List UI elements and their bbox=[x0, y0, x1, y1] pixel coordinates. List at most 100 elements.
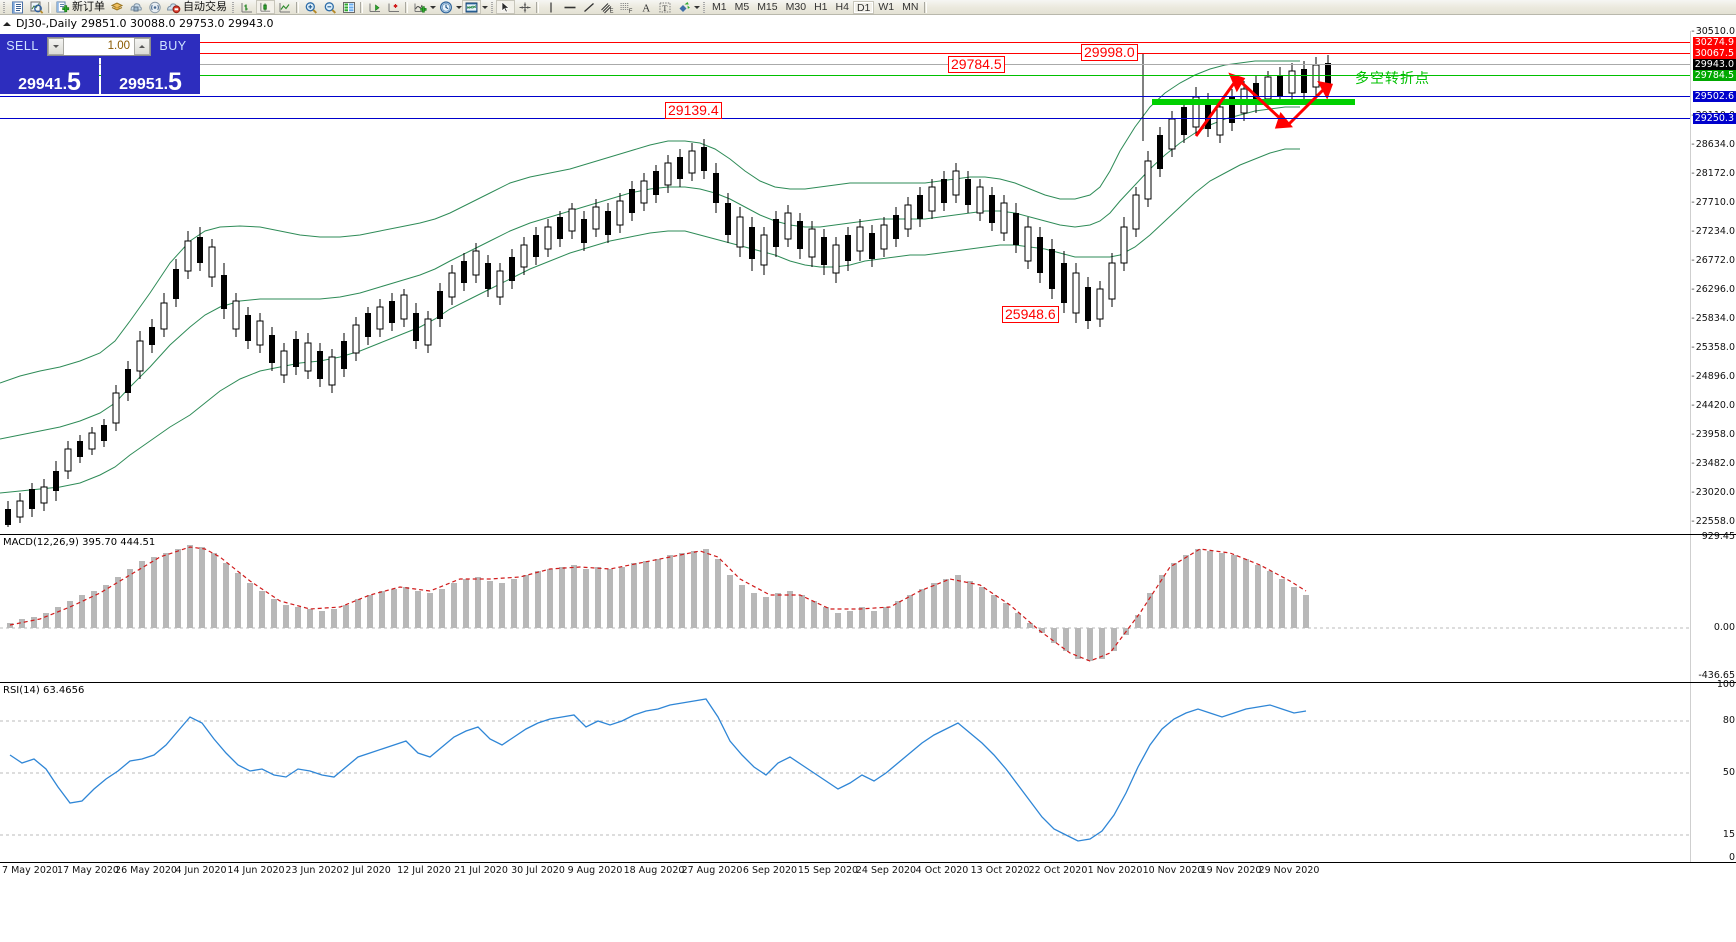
price-y-axis[interactable]: -30510.0 -29110.0 -28634.0 -28172.0 -277… bbox=[1690, 27, 1736, 534]
timeframe-m15[interactable]: M15 bbox=[757, 0, 778, 13]
macd-y-axis[interactable]: 929.45 0.00 -436.65 bbox=[1690, 532, 1736, 682]
toolbar-grip-2[interactable] bbox=[229, 1, 237, 14]
rsi-chart-svg bbox=[0, 698, 1690, 842]
macd-ytick-min: -436.65 bbox=[1698, 670, 1735, 681]
add-indicator-icon[interactable] bbox=[410, 0, 429, 14]
toolbar-grip-3[interactable] bbox=[488, 1, 496, 14]
timeframe-mn[interactable]: MN bbox=[902, 0, 919, 13]
arrows-dropdown-caret[interactable] bbox=[693, 1, 700, 14]
pending-orders-icon[interactable] bbox=[107, 0, 126, 14]
price-label-29139[interactable]: 29139.4 bbox=[665, 102, 722, 119]
line-chart-icon[interactable] bbox=[275, 0, 294, 14]
price-plot-area[interactable] bbox=[0, 31, 1690, 534]
date-tick: 30 Jul 2020 bbox=[511, 865, 565, 876]
vertical-line-icon[interactable] bbox=[541, 0, 560, 14]
price-label-29998[interactable]: 29998.0 bbox=[1081, 44, 1138, 61]
date-tick: 22 Oct 2020 bbox=[1028, 865, 1088, 876]
data-window-toggle-icon[interactable] bbox=[339, 0, 358, 14]
price-label-25948[interactable]: 25948.6 bbox=[1002, 306, 1059, 323]
date-tick: 21 Jul 2020 bbox=[454, 865, 508, 876]
price-label-29784[interactable]: 29784.5 bbox=[948, 56, 1005, 73]
buy-price-display[interactable]: 29951 . 5 bbox=[101, 58, 200, 95]
macd-pane[interactable]: MACD(12,26,9) 395.70 444.51 bbox=[0, 532, 1736, 682]
hline-30274 bbox=[0, 42, 1690, 43]
templates-dropdown-caret[interactable] bbox=[481, 1, 488, 14]
ytick-25834: -25834.0 bbox=[1691, 313, 1735, 324]
toolbar-separator-3 bbox=[358, 1, 365, 14]
arrows-shapes-icon[interactable] bbox=[674, 0, 693, 14]
equidistant-channel-icon[interactable]: E bbox=[598, 0, 617, 14]
trade-panel-top-row: SELL 1.00 BUY bbox=[0, 34, 200, 58]
signals-icon[interactable] bbox=[145, 0, 164, 14]
chart-container[interactable]: -30510.0 -29110.0 -28634.0 -28172.0 -277… bbox=[0, 27, 1736, 942]
crosshair-icon[interactable] bbox=[515, 0, 534, 14]
timeframe-h4[interactable]: H4 bbox=[835, 0, 849, 13]
auto-trading-label: 自动交易 bbox=[183, 0, 227, 13]
bar-chart-icon[interactable] bbox=[237, 0, 256, 14]
volume-decrement-button[interactable] bbox=[48, 37, 64, 55]
new-order-button[interactable]: 新订单 bbox=[53, 0, 107, 14]
candlestick-series bbox=[5, 55, 1331, 527]
trade-panel-price-row: 29941 . 5 29951 . 5 bbox=[0, 58, 200, 96]
text-box-icon[interactable]: T bbox=[655, 0, 674, 14]
timeframe-d1[interactable]: D1 bbox=[852, 0, 875, 14]
rsi-ytick-100: 100 bbox=[1716, 679, 1735, 690]
zoom-in-icon[interactable] bbox=[301, 0, 320, 14]
date-tick: 2 Jul 2020 bbox=[343, 865, 391, 876]
sell-price-fraction: 5 bbox=[67, 68, 81, 96]
chart-shift-icon[interactable] bbox=[384, 0, 403, 14]
templates-icon[interactable] bbox=[462, 0, 481, 14]
buy-button[interactable]: BUY bbox=[159, 39, 187, 53]
zoom-out-icon[interactable] bbox=[320, 0, 339, 14]
macd-plot-area[interactable] bbox=[0, 535, 1690, 682]
indicator-dropdown-caret[interactable] bbox=[429, 1, 436, 14]
date-tick: 24 Sep 2020 bbox=[855, 865, 917, 876]
rsi-plot-area[interactable] bbox=[0, 683, 1690, 862]
volume-input-group[interactable]: 1.00 bbox=[47, 36, 151, 56]
price-pane[interactable]: -30510.0 -29110.0 -28634.0 -28172.0 -277… bbox=[0, 27, 1736, 534]
auto-scroll-icon[interactable] bbox=[365, 0, 384, 14]
timeframe-h1[interactable]: H1 bbox=[814, 0, 828, 13]
chart-header: DJ30-,Daily 29851.0 30088.0 29753.0 2994… bbox=[0, 17, 1736, 30]
toolbar-separator-5 bbox=[534, 1, 541, 14]
period-separator-icon[interactable] bbox=[436, 0, 455, 14]
date-axis[interactable]: 7 May 2020 17 May 2020 26 May 2020 4 Jun… bbox=[0, 862, 1736, 942]
chart-symbol-period: DJ30-,Daily bbox=[16, 17, 78, 30]
macd-chart-svg bbox=[0, 545, 1690, 662]
ytick-22558: -22558.0 bbox=[1691, 516, 1735, 527]
trade-history-icon[interactable] bbox=[126, 0, 145, 14]
volume-increment-button[interactable] bbox=[134, 37, 150, 55]
toolbar-grip[interactable] bbox=[0, 1, 8, 14]
period-dropdown-caret[interactable] bbox=[455, 1, 462, 14]
buy-price-dot: . bbox=[163, 76, 169, 93]
date-tick: 7 May 2020 bbox=[2, 865, 58, 876]
chinese-turning-point-annotation[interactable]: 多空转折点 bbox=[1355, 71, 1430, 87]
timeframe-w1[interactable]: W1 bbox=[878, 0, 895, 13]
toolbar-grip-4[interactable] bbox=[700, 1, 708, 14]
data-window-icon[interactable] bbox=[27, 0, 46, 14]
date-tick: 1 Nov 2020 bbox=[1087, 865, 1143, 876]
sell-button[interactable]: SELL bbox=[6, 39, 39, 53]
date-tick: 14 Jun 2020 bbox=[227, 865, 285, 876]
sell-price-display[interactable]: 29941 . 5 bbox=[0, 58, 99, 96]
one-click-trading-panel[interactable]: SELL 1.00 BUY 29941 . 5 29951 . 5 bbox=[0, 34, 200, 96]
hline-29502 bbox=[0, 96, 1690, 97]
main-toolbar[interactable]: 新订单 自动交易 bbox=[0, 0, 1736, 15]
price-badge-29502: 29502.6 bbox=[1692, 91, 1736, 102]
timeframe-m30[interactable]: M30 bbox=[785, 0, 807, 13]
timeframe-m1[interactable]: M1 bbox=[712, 0, 727, 13]
rsi-y-axis[interactable]: 100 80 50 15 0 bbox=[1690, 679, 1736, 862]
rsi-pane[interactable]: RSI(14) 63.4656 100 80 50 15 0 bbox=[0, 679, 1736, 862]
trendline-icon[interactable] bbox=[579, 0, 598, 14]
market-watch-icon[interactable] bbox=[8, 0, 27, 14]
collapse-triangle-icon[interactable] bbox=[3, 19, 12, 28]
new-order-label: 新订单 bbox=[72, 0, 105, 13]
volume-input[interactable]: 1.00 bbox=[107, 40, 130, 52]
text-label-icon[interactable]: A bbox=[636, 0, 655, 14]
auto-trading-button[interactable]: 自动交易 bbox=[164, 0, 229, 14]
fibonacci-retracement-icon[interactable]: F bbox=[617, 0, 636, 15]
horizontal-line-icon[interactable] bbox=[560, 0, 579, 14]
candlestick-chart-icon[interactable] bbox=[256, 0, 275, 14]
cursor-icon[interactable] bbox=[496, 0, 515, 14]
timeframe-m5[interactable]: M5 bbox=[734, 0, 750, 13]
